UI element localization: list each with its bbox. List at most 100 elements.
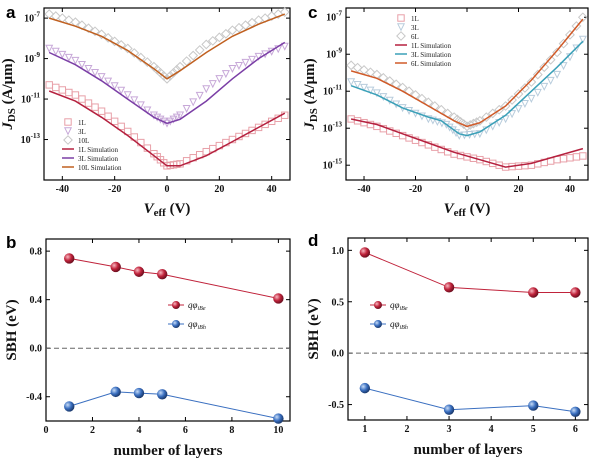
legend-label-sub: iBh (197, 325, 205, 331)
data-point (176, 111, 185, 120)
series-c-2 (346, 12, 588, 132)
series-d-0 (359, 247, 581, 298)
x-axis-label-sub: eff (154, 207, 167, 219)
data-point (64, 401, 75, 412)
series-d-1 (359, 382, 581, 417)
data-point (273, 413, 284, 424)
data-point (579, 152, 587, 160)
data-point (110, 117, 119, 126)
data-point (366, 86, 375, 95)
series-a-2 (44, 7, 290, 84)
y-tick-label-base: 10 (323, 87, 333, 98)
plot-frame-d (347, 237, 589, 421)
legend-label: qφiBe (390, 300, 408, 312)
x-axis-label-unit: (V) (166, 201, 191, 217)
legend-label: 1L Simulation (78, 146, 118, 154)
x-tick-label-c-4: 40 (565, 184, 575, 195)
legend-label-sub: iBe (197, 306, 205, 312)
x-tick-label-d-5: 6 (573, 424, 578, 435)
data-point (202, 85, 211, 94)
series-line (350, 40, 584, 137)
panel-label-d: d (308, 231, 318, 250)
x-axis-label-main: V (444, 201, 456, 217)
legend-marker (397, 14, 405, 22)
x-tick-label-a-4: 40 (267, 184, 277, 195)
data-point (45, 81, 53, 89)
data-point (91, 103, 99, 111)
data-point (65, 88, 73, 97)
series-a-4 (48, 41, 286, 125)
data-point (513, 89, 524, 99)
y-axis-label-d: SBH (eV) (306, 298, 322, 359)
data-point (207, 35, 218, 46)
y-tick-label-d-0: 1.0 (332, 246, 345, 257)
data-point (116, 40, 127, 50)
y-axis-label-b: SBH (eV) (4, 299, 20, 360)
y-tick-label-exponent: -11 (31, 92, 40, 100)
data-point (552, 47, 563, 58)
legend-label-main: qφ (390, 319, 400, 329)
data-point (273, 293, 284, 304)
y-tick-label-a-0: 10-7 (24, 11, 40, 25)
data-point (58, 50, 67, 59)
x-tick-label-a-0: -40 (56, 184, 69, 195)
y-tick-label-c-3: 10-13 (323, 121, 343, 135)
data-point (58, 86, 67, 94)
series-a-3 (48, 90, 286, 167)
panel-label-a: a (6, 3, 16, 22)
series-b-0 (64, 253, 284, 304)
data-point (122, 43, 133, 54)
data-point (109, 36, 120, 47)
data-point (533, 88, 542, 97)
x-axis-label-a: Veff (V) (144, 201, 191, 219)
data-point (78, 95, 86, 103)
data-point (570, 287, 581, 298)
panel-c: c-40 -20 0 20 4010-710-910-1110-1310-15Veff … (302, 3, 589, 219)
data-point (572, 44, 581, 53)
data-point (507, 95, 517, 105)
data-point (359, 247, 371, 258)
data-point (182, 104, 191, 113)
data-point (353, 81, 362, 90)
legend-marker (63, 127, 73, 136)
data-point (528, 400, 539, 411)
legend-label: 1L (78, 119, 86, 127)
x-tick-label-d-1: 2 (404, 424, 409, 435)
y-tick-label-a-1: 10-9 (24, 51, 40, 65)
data-point (372, 89, 381, 98)
y-tick-label-c-1: 10-9 (326, 47, 342, 61)
series-line (364, 387, 576, 413)
y-tick-label-base: 0.4 (30, 295, 43, 306)
x-tick-label-b-5: 10 (273, 425, 283, 436)
y-tick-label-b-3: -0.4 (26, 392, 42, 403)
x-axis-label-main: V (144, 201, 156, 217)
panel-label-b: b (6, 233, 16, 252)
data-point (455, 131, 464, 140)
series-line (48, 13, 286, 80)
data-point (195, 91, 204, 100)
series-line (69, 391, 279, 420)
data-point (189, 98, 198, 107)
y-tick-label-base: 1.0 (332, 246, 345, 257)
legend-label: 1L (411, 15, 419, 23)
data-point (559, 62, 568, 71)
series-c-3 (350, 118, 584, 168)
y-tick-label-b-2: 0.0 (30, 344, 43, 355)
data-point (526, 77, 537, 87)
data-point (175, 61, 185, 72)
data-point (52, 83, 60, 92)
legend-label: qφiBh (188, 319, 206, 331)
legend-label-sub: iBe (399, 306, 407, 312)
y-tick-label-exponent: -9 (34, 51, 40, 59)
y-tick-label-base: 10 (323, 161, 333, 172)
data-point (110, 261, 121, 273)
data-point (133, 387, 145, 399)
y-tick-label-base: 0.0 (332, 349, 345, 360)
x-tick-label-a-2: 0 (165, 184, 170, 195)
data-point (360, 83, 369, 92)
data-point (474, 115, 485, 126)
data-point (71, 91, 80, 99)
data-point (220, 28, 231, 39)
